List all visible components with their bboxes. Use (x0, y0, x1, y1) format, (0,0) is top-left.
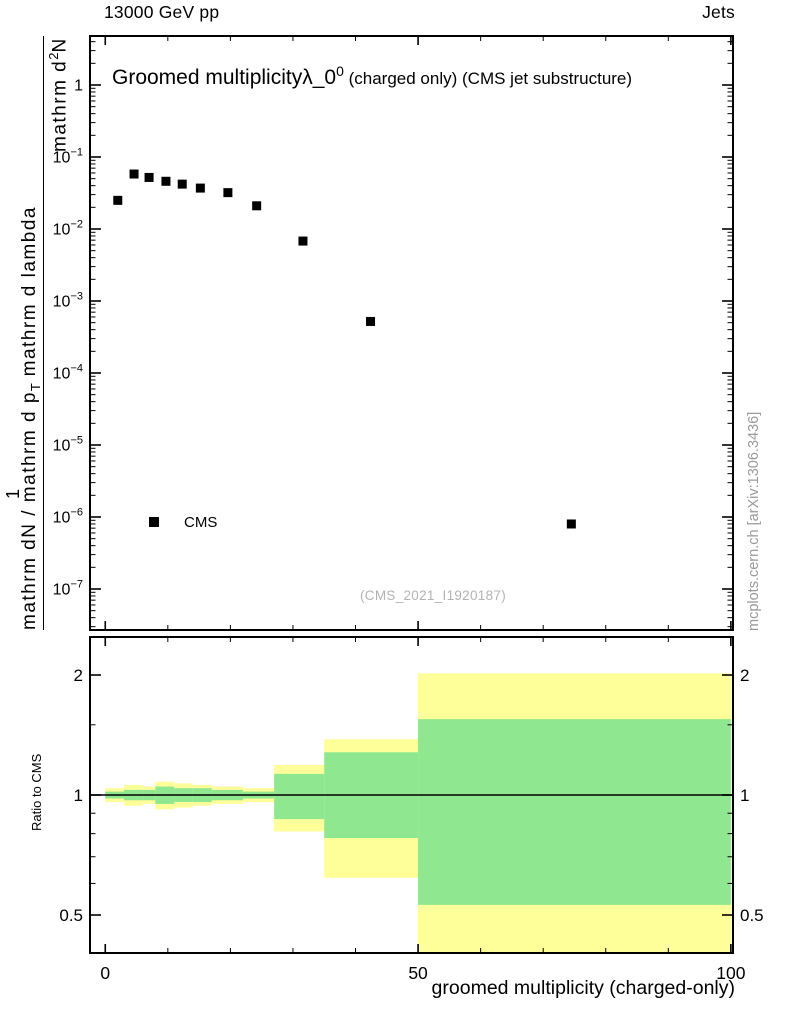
legend-marker-square (149, 517, 159, 527)
xtick-labels: 0 50 100 (100, 963, 745, 983)
ylabel-fraction-bar (43, 36, 44, 630)
title-qualifier: (charged only) (CMS jet substructure) (343, 69, 633, 88)
svg-text:1: 1 (74, 786, 83, 805)
data-points (113, 169, 576, 529)
ylabel-den-subscript: T (27, 383, 43, 392)
ylabel-den-tail: mathrm d lambda (19, 206, 40, 384)
svg-text:10−3: 10−3 (53, 291, 83, 311)
ratio-plot-canvas: 2 2 1 1 0.5 0.5 0 50 100 (59, 636, 764, 983)
title-main: Groomed multiplicity (112, 66, 303, 89)
svg-text:10−6: 10−6 (53, 507, 83, 527)
y-axis-label-numerator: mathrm d2N (46, 37, 71, 152)
plot-title: Groomed multiplicityλ_00 (charged only) … (112, 63, 633, 90)
legend: CMS (147, 513, 277, 531)
ylabel-num-tail: N (49, 37, 71, 53)
svg-text:10−5: 10−5 (53, 435, 83, 455)
watermark: (CMS_2021_I1920187) (359, 588, 507, 603)
main-plot-canvas: 1 10−1 10−2 10−3 10−4 10−5 10−6 10−7 (53, 35, 734, 631)
data-point (223, 188, 233, 198)
data-point (298, 236, 308, 246)
svg-text:2: 2 (740, 666, 749, 685)
data-point (566, 519, 576, 529)
svg-text:0: 0 (100, 963, 110, 983)
svg-text:1: 1 (740, 786, 749, 805)
uncertainty-bands (105, 673, 731, 953)
svg-text:2: 2 (74, 666, 83, 685)
svg-text:10−4: 10−4 (53, 363, 83, 383)
data-point (113, 195, 123, 205)
band-green (274, 773, 325, 820)
main-frame (89, 35, 734, 631)
data-point (177, 179, 187, 189)
svg-text:50: 50 (408, 963, 428, 983)
ratio-y-axis-title: Ratio to CMS (29, 753, 44, 831)
ylabel-num-text: mathrm d (49, 59, 71, 152)
x-axis-title: groomed multiplicity (charged-only) (431, 977, 735, 999)
beam-energy-label: 13000 GeV pp (104, 2, 220, 22)
ratio-frame (89, 636, 734, 954)
y-axis-label-denominator: mathrm dN / mathrm d pT mathrm d lambda (19, 206, 43, 630)
svg-text:0.5: 0.5 (740, 906, 764, 925)
process-label: Jets (702, 2, 735, 22)
svg-text:10−1: 10−1 (53, 147, 83, 167)
data-point (252, 201, 262, 211)
main-axis-ticks (90, 36, 733, 630)
svg-text:10−7: 10−7 (53, 579, 83, 599)
data-point (366, 316, 376, 326)
title-lambda: λ_0 (302, 66, 337, 89)
data-point (129, 169, 139, 179)
ylabel-den-text: mathrm dN / mathrm d p (19, 391, 40, 630)
data-point (195, 183, 205, 193)
data-point (161, 176, 171, 186)
ylabel-num-superscript: 2 (46, 52, 61, 60)
ratio-ytick-labels: 2 2 1 1 0.5 0.5 (59, 666, 763, 925)
band-green (418, 719, 731, 905)
svg-text:0.5: 0.5 (59, 906, 83, 925)
main-ytick-labels: 1 10−1 10−2 10−3 10−4 10−5 10−6 10−7 (53, 78, 83, 599)
title-superscript: 0 (336, 63, 344, 79)
data-point (144, 172, 154, 182)
legend-label: CMS (184, 514, 218, 531)
credit-vertical: mcplots.cern.ch [arXiv:1306.3436] (746, 411, 762, 631)
svg-text:100: 100 (716, 963, 745, 983)
svg-text:10−2: 10−2 (53, 219, 83, 239)
svg-text:1: 1 (74, 78, 83, 95)
